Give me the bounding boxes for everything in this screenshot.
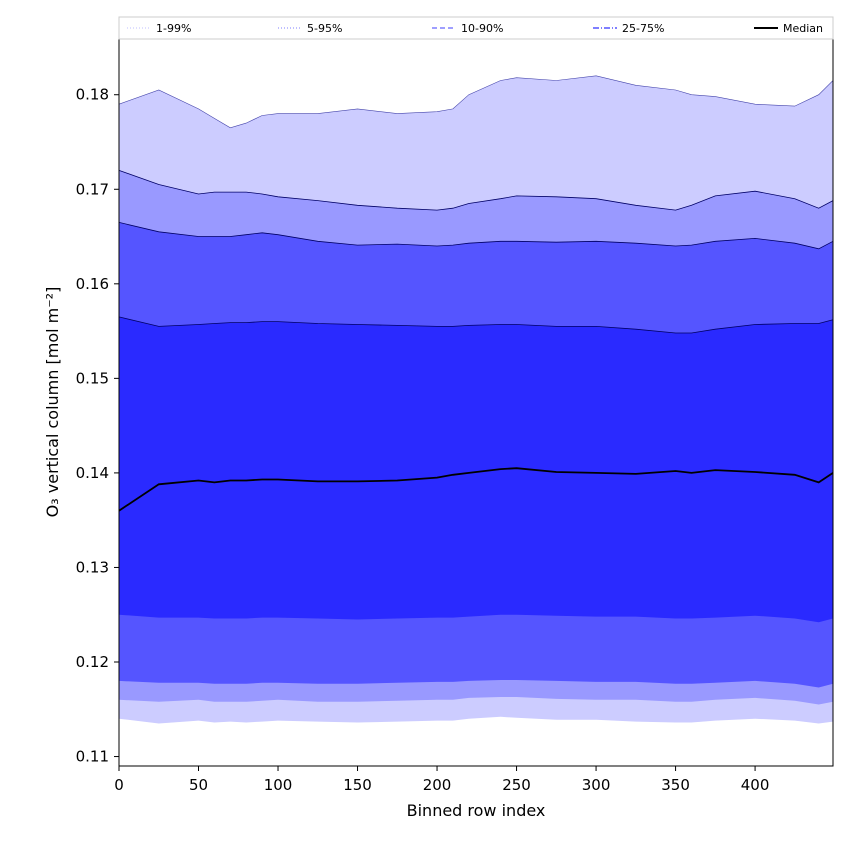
x-tick-label: 400 bbox=[741, 776, 770, 794]
legend: 1-99% 5-95% 10-90% 25-75% Median bbox=[118, 16, 834, 40]
legend-label: 10-90% bbox=[461, 22, 503, 35]
band-25-75-area bbox=[119, 316, 833, 623]
band-10-90-upper-edge bbox=[118, 222, 834, 250]
band-5-95-upper-edge bbox=[118, 170, 834, 211]
x-tick-label: 350 bbox=[661, 776, 690, 794]
legend-label: Median bbox=[783, 22, 823, 35]
x-tick-label: 250 bbox=[502, 776, 531, 794]
legend-label: 1-99% bbox=[156, 22, 191, 35]
percentile-bands bbox=[118, 75, 834, 724]
band-25-75-upper-edge bbox=[118, 316, 834, 334]
y-axis-label: O₃ vertical column [mol m⁻²] bbox=[43, 287, 62, 518]
x-tick-label: 100 bbox=[264, 776, 293, 794]
x-tick-label: 200 bbox=[423, 776, 452, 794]
x-tick-label: 0 bbox=[114, 776, 124, 794]
y-tick-label: 0.16 bbox=[76, 275, 109, 293]
x-tick-label: 300 bbox=[582, 776, 611, 794]
median-line bbox=[118, 467, 834, 512]
legend-label: 5-95% bbox=[307, 22, 342, 35]
y-tick-label: 0.11 bbox=[76, 748, 109, 766]
y-tick-label: 0.15 bbox=[76, 369, 109, 387]
median-line-group bbox=[118, 467, 834, 512]
x-tick-label: 150 bbox=[343, 776, 372, 794]
y-tick-label: 0.13 bbox=[76, 558, 109, 576]
x-axis-label: Binned row index bbox=[407, 801, 546, 820]
x-tick-label: 50 bbox=[189, 776, 208, 794]
legend-label: 25-75% bbox=[622, 22, 664, 35]
x-axis-ticks: 0 50 100 150 200 250 300 350 400 bbox=[114, 766, 769, 794]
y-tick-label: 0.12 bbox=[76, 653, 109, 671]
y-axis-ticks: 0.11 0.12 0.13 0.14 0.15 0.16 0.17 0.18 bbox=[76, 86, 119, 766]
y-tick-label: 0.18 bbox=[76, 86, 109, 104]
y-tick-label: 0.17 bbox=[76, 180, 109, 198]
band-1-99-upper-edge bbox=[118, 75, 834, 129]
y-tick-label: 0.14 bbox=[76, 464, 109, 482]
legend-box bbox=[118, 16, 834, 40]
